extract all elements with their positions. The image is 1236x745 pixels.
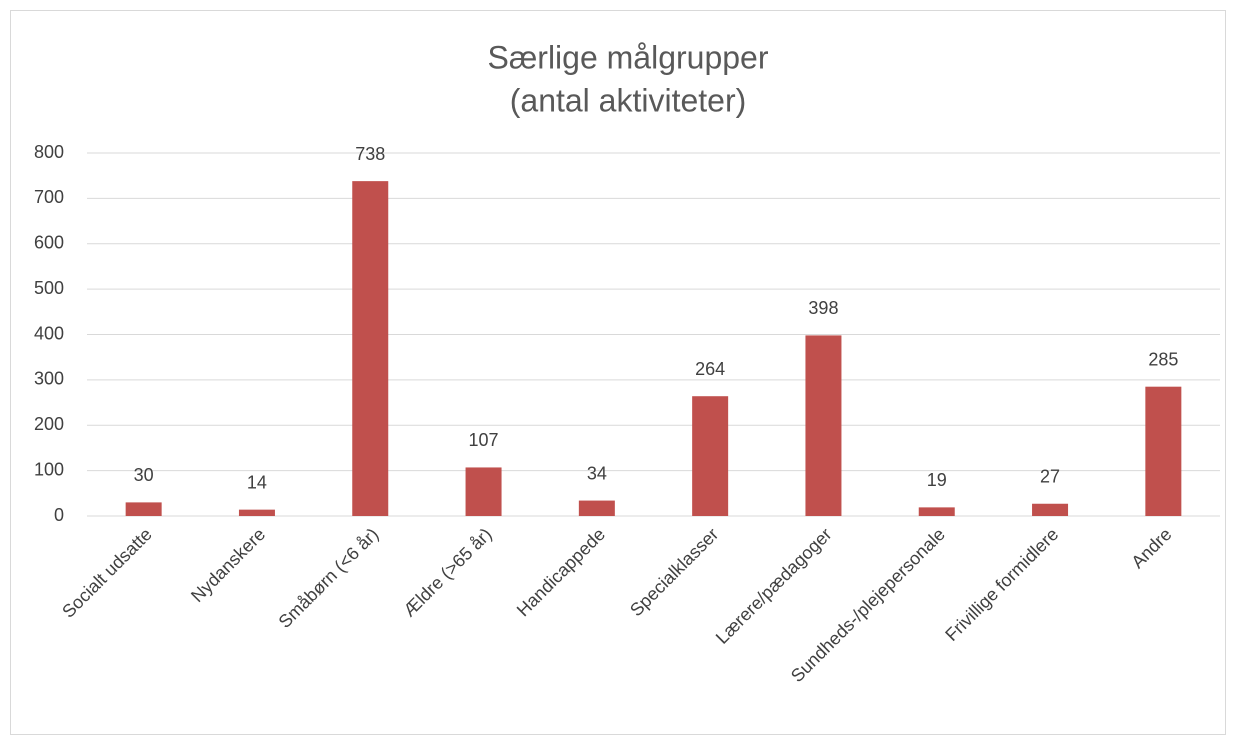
bar (578, 500, 615, 516)
data-label: 19 (927, 470, 947, 490)
bar (1145, 386, 1182, 516)
y-tick-label: 600 (34, 233, 64, 253)
y-tick-label: 200 (34, 414, 64, 434)
bar (692, 396, 729, 516)
data-label: 264 (695, 359, 725, 379)
data-label: 398 (808, 298, 838, 318)
y-tick-label: 700 (34, 187, 64, 207)
y-tick-label: 400 (34, 323, 64, 343)
y-tick-label: 300 (34, 369, 64, 389)
y-tick-label: 0 (54, 505, 64, 525)
bar (238, 509, 275, 516)
data-label: 14 (247, 472, 267, 492)
bar (465, 467, 502, 516)
chart-subtitle: (antal aktiviteter) (510, 82, 747, 118)
data-label: 285 (1148, 349, 1178, 369)
bar (1032, 503, 1069, 516)
y-tick-label: 500 (34, 278, 64, 298)
data-label: 27 (1040, 466, 1060, 486)
bar (352, 181, 389, 516)
data-label: 738 (355, 144, 385, 164)
data-label: 34 (587, 463, 607, 483)
y-tick-label: 100 (34, 459, 64, 479)
data-label: 30 (134, 465, 154, 485)
bar (918, 507, 955, 516)
data-label: 107 (469, 430, 499, 450)
bar (125, 502, 162, 516)
bar (805, 335, 842, 516)
y-tick-label: 800 (34, 142, 64, 162)
chart-border (10, 10, 1226, 735)
chart-title: Særlige målgrupper (487, 39, 768, 75)
